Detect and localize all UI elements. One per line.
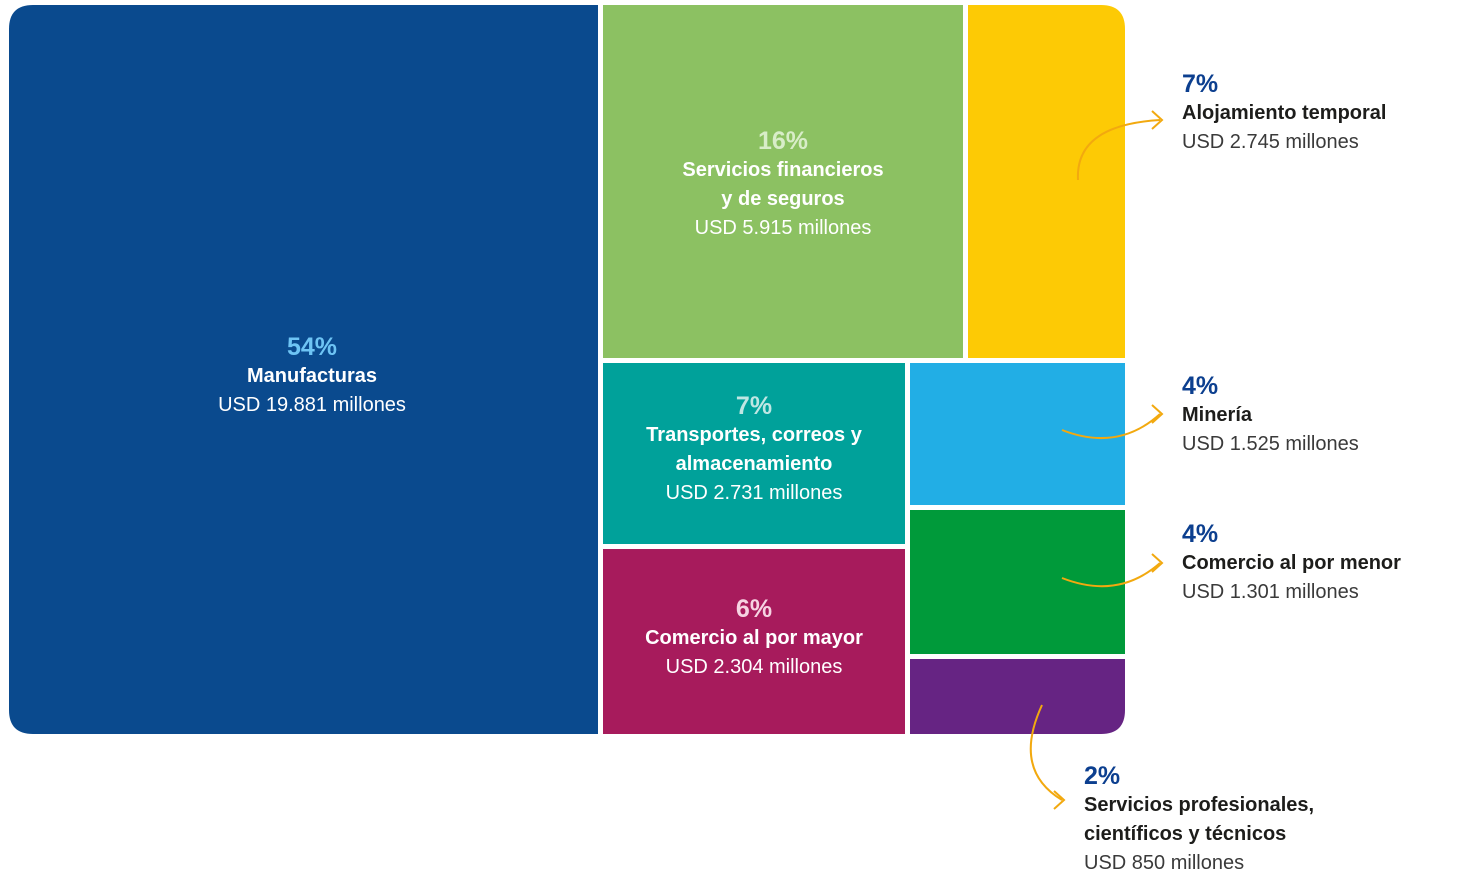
- tile-mayor: [603, 549, 905, 734]
- tile-alojamiento: [968, 5, 1125, 358]
- arrow-alojamiento: [1076, 110, 1164, 181]
- tile-transportes: [603, 363, 905, 544]
- tile-profesionales: [910, 659, 1125, 734]
- arrow-profesionales: [1029, 704, 1066, 810]
- tile-financieros: [603, 5, 963, 358]
- tile-mineria: [910, 363, 1125, 505]
- arrow-menor: [1061, 553, 1164, 588]
- arrow-mineria: [1061, 404, 1164, 440]
- tile-menor: [910, 510, 1125, 654]
- tile-manufacturas: [9, 5, 598, 734]
